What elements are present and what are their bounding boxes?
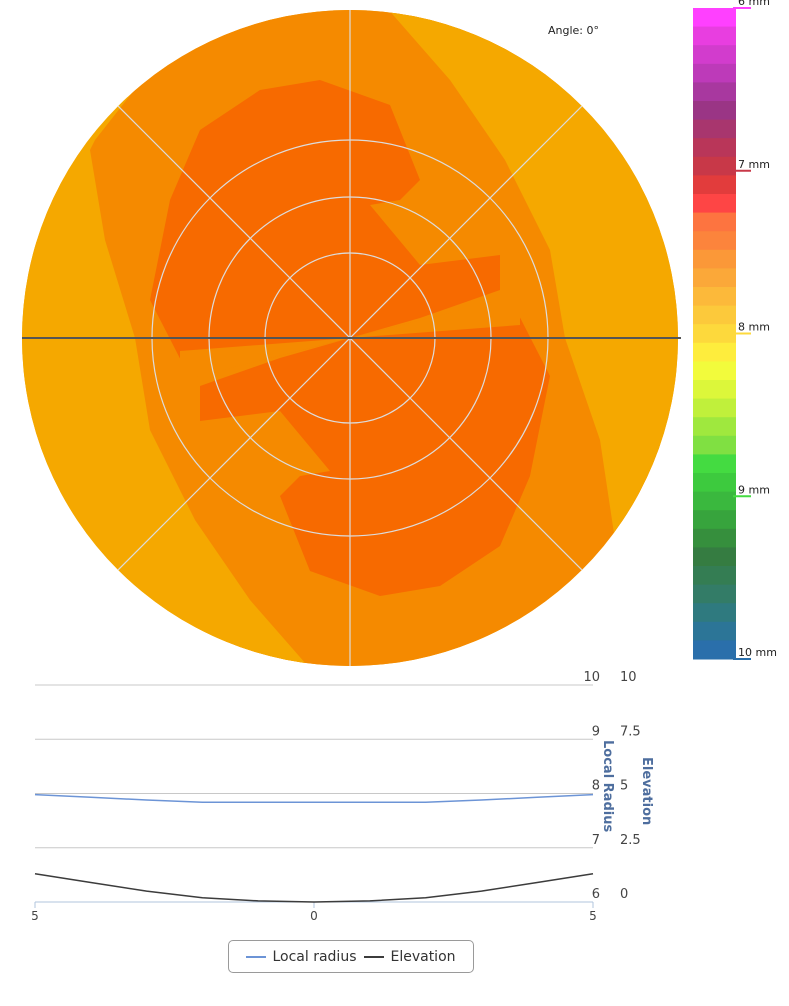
color-scale-stop — [693, 287, 736, 307]
color-scale-stop — [693, 435, 736, 455]
chart-legend: Local radius Elevation — [228, 940, 474, 973]
color-scale-stop — [693, 26, 736, 46]
series-line-local-radius — [34, 793, 594, 803]
color-scale-stop — [693, 249, 736, 269]
y-right-tick-label: 10 — [620, 670, 637, 685]
y-right-tick-label: 2.5 — [620, 833, 641, 848]
topography-map[interactable] — [0, 0, 789, 680]
y-right-tick-labels: 10 7.5 5 2.5 0 — [620, 670, 641, 902]
color-scale-labels: 6 mm 7 mm 8 mm 9 mm 10 mm — [733, 0, 777, 660]
color-scale-label: 9 mm — [738, 483, 770, 496]
color-scale-stop — [693, 528, 736, 548]
series-line-elevation — [34, 873, 594, 903]
y-right-tick-label: 0 — [620, 887, 628, 902]
color-scale-label: 10 mm — [738, 646, 777, 659]
y-left-tick-label: 6 — [592, 887, 600, 902]
map-wedge-left — [180, 338, 350, 381]
color-scale-stop — [693, 268, 736, 288]
color-scale-stop — [693, 305, 736, 325]
color-scale-label: 8 mm — [738, 321, 770, 334]
color-scale-stop — [693, 510, 736, 530]
angle-label: Angle: 0° — [548, 24, 600, 37]
color-scale-label: 7 mm — [738, 158, 770, 171]
color-scale-stop — [693, 584, 736, 604]
x-tick-label: 0 — [310, 909, 318, 923]
x-tick-labels: 5 0 5 — [31, 909, 597, 923]
color-scale-stop — [693, 194, 736, 214]
map-zone-outer-band-left — [22, 10, 320, 666]
y-right-axis-label: Elevation — [639, 757, 654, 825]
color-scale-stop — [693, 156, 736, 176]
map-wedge-right — [350, 295, 520, 338]
color-scale-stop — [693, 621, 736, 641]
legend-label-elevation: Elevation — [390, 948, 456, 965]
y-left-axis-label: Local Radius — [600, 740, 615, 832]
color-scale-stop — [693, 63, 736, 83]
color-scale-stop — [693, 8, 736, 28]
map-zone-outer-band-right — [380, 10, 678, 666]
legend-swatch-elevation — [364, 955, 385, 958]
legend-label-local-radius: Local radius — [272, 948, 357, 965]
color-scale-stop — [693, 361, 736, 381]
x-tick-label: 5 — [589, 909, 597, 923]
map-zone-inner-lower — [200, 298, 550, 596]
color-scale-stop — [693, 231, 736, 251]
y-left-tick-labels: 10 9 8 7 6 — [583, 670, 600, 902]
color-scale-stop — [693, 212, 736, 232]
color-scale-stop — [693, 175, 736, 195]
color-scale-stop — [693, 324, 736, 344]
color-scale-stop — [693, 138, 736, 158]
color-scale-stop — [693, 101, 736, 121]
legend-item-local-radius[interactable]: Local radius — [246, 949, 356, 965]
color-scale-stop — [693, 566, 736, 586]
color-scale-stop — [693, 454, 736, 474]
legend-item-elevation[interactable]: Elevation — [364, 948, 456, 965]
map-zone-inner-upper — [150, 80, 500, 378]
legend-swatch-local-radius — [246, 955, 267, 958]
color-scale-stop — [693, 45, 736, 65]
profile-series — [34, 793, 594, 903]
color-scale-label: 6 mm — [738, 0, 770, 8]
y-left-tick-label: 7 — [592, 833, 600, 848]
color-scale-stop — [693, 398, 736, 418]
y-left-tick-label: 10 — [583, 670, 600, 685]
color-scale-stop — [693, 491, 736, 511]
color-scale-stop — [693, 473, 736, 493]
color-scale-stop — [693, 119, 736, 139]
color-scale-stop — [693, 603, 736, 623]
y-left-tick-label: 9 — [592, 724, 600, 739]
color-scale-stop — [693, 547, 736, 567]
y-right-tick-label: 5 — [620, 779, 628, 794]
profile-gridlines — [34, 684, 594, 908]
x-tick-label: 5 — [31, 909, 39, 923]
color-scale-stop — [693, 342, 736, 362]
color-scale-stop — [693, 380, 736, 400]
y-left-tick-label: 8 — [592, 779, 600, 794]
color-scale-stop — [693, 640, 736, 660]
color-scale: 6 mm 7 mm 8 mm 9 mm 10 mm — [693, 0, 777, 660]
color-scale-stop — [693, 82, 736, 102]
y-right-tick-label: 7.5 — [620, 724, 641, 739]
color-scale-bar — [693, 8, 736, 660]
color-scale-stop — [693, 417, 736, 437]
